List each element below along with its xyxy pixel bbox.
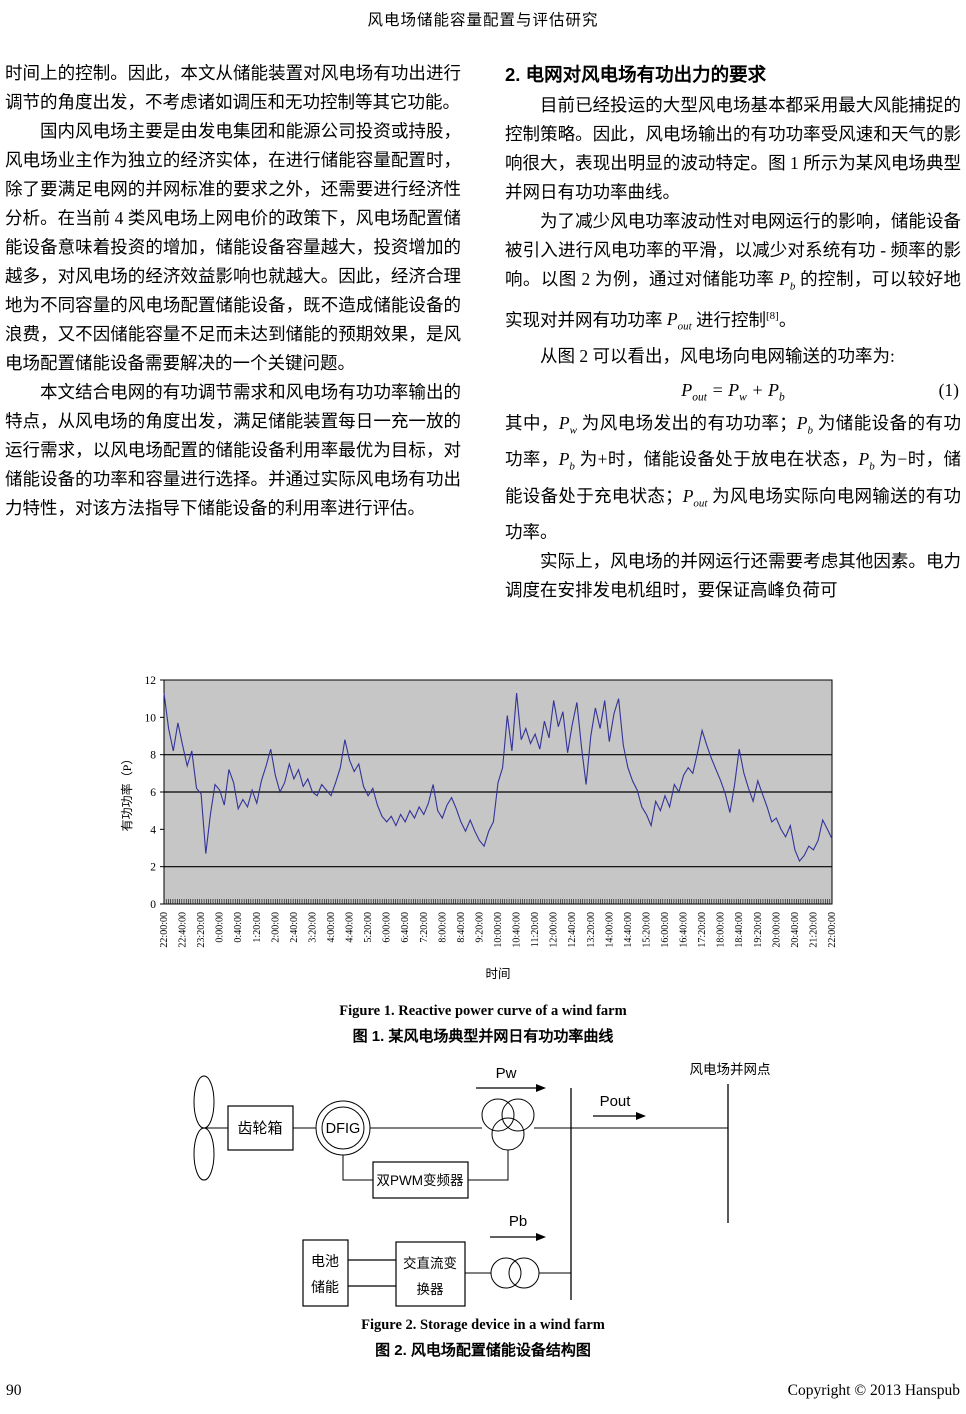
x-tick-label: 8:40:00 [456, 912, 467, 943]
y-tick-label: 6 [150, 787, 156, 799]
y-tick-label: 4 [150, 824, 156, 836]
x-tick-label: 14:40:00 [623, 912, 634, 948]
x-tick-label: 7:20:00 [419, 912, 430, 943]
x-tick-label: 13:20:00 [586, 912, 597, 948]
paragraph: 国内风电场主要是由发电集团和能源公司投资或持股，风电场业主作为独立的经济实体，在… [5, 121, 461, 373]
x-tick-label: 17:20:00 [697, 912, 708, 948]
pw-arrow-icon [476, 1084, 546, 1092]
x-tick-label: 4:40:00 [345, 912, 356, 943]
page-number: 90 [6, 1382, 22, 1399]
paragraph: 其中，Pw 为风电场发出的有功功率；Pb 为储能设备的有功功率，Pb 为+时，储… [505, 412, 962, 543]
x-tick-label: 10:00:00 [493, 912, 504, 948]
y-tick-label: 10 [145, 712, 157, 724]
pw-label: Pw [496, 1065, 517, 1082]
x-tick-label: 5:20:00 [363, 912, 374, 943]
figure2-caption-en: Figure 2. Storage device in a wind farm [361, 1317, 605, 1333]
x-tick-label: 18:40:00 [734, 912, 745, 948]
x-tick-label: 0:00:00 [215, 912, 226, 943]
power-curve-line [163, 693, 833, 863]
x-tick-label: 20:00:00 [771, 912, 782, 948]
pout-arrow-icon [593, 1112, 646, 1120]
x-tick-label: 23:20:00 [196, 912, 207, 948]
x-tick-label: 22:00:00 [827, 912, 838, 948]
y-tick-label: 8 [150, 750, 156, 762]
x-tick-label: 10:40:00 [512, 912, 523, 948]
x-tick-label: 15:20:00 [641, 912, 652, 948]
equation-body: Pout = Pw + Pb [681, 379, 785, 404]
equation-number: (1) [938, 379, 959, 400]
x-tick-label: 20:40:00 [790, 912, 801, 948]
paragraph: 从图 2 可以看出，风电场向电网输送的功率为: [540, 345, 895, 366]
connector [342, 1155, 373, 1181]
x-tick-label: 2:40:00 [289, 912, 300, 943]
dfig-label: DFIG [326, 1121, 361, 1137]
pb-label: Pb [509, 1213, 527, 1230]
paragraph: 为了减少风电功率波动性对电网运行的影响，储能设备被引入进行风电功率的平滑，以减少… [505, 211, 962, 333]
battery-box [302, 1239, 349, 1307]
x-axis-title: 时间 [485, 967, 510, 981]
gearbox-label: 齿轮箱 [237, 1120, 282, 1137]
x-tick-label: 12:40:00 [567, 912, 578, 948]
x-tick-label: 18:00:00 [716, 912, 727, 948]
x-tick-label: 4:00:00 [326, 912, 337, 943]
grid-point-label: 风电场并网点 [690, 1062, 771, 1077]
x-tick-label: 21:20:00 [808, 912, 819, 948]
pwm-converter-label: 双PWM变频器 [377, 1173, 464, 1188]
figure1-caption-en: Figure 1. Reactive power curve of a wind… [339, 1003, 627, 1019]
x-tick-label: 22:40:00 [178, 912, 189, 948]
figure2-block: 齿轮箱 DFIG Pw [0, 1058, 966, 1360]
x-tick-label: 11:20:00 [530, 912, 541, 947]
x-tick-label: 6:00:00 [382, 912, 393, 943]
paragraph: 实际上，风电场的并网运行还需要考虑其他因素。电力调度在安排发电机组时，要保证高峰… [505, 551, 961, 601]
x-tick-label: 16:00:00 [660, 912, 671, 948]
equation-1: Pout = Pw + Pb (1) [505, 371, 961, 409]
pout-label: Pout [600, 1093, 632, 1110]
section-title: 2. 电网对风电场有功出力的要求 [505, 64, 767, 85]
figure1-block: 0 2 4 6 8 10 12 22:00:00 22:40:00 23:20:00 0:00:00… [0, 672, 966, 1046]
paragraph: 目前已经投运的大型风电场基本都采用最大风能捕捉的控制策略。因此，风电场输出的有功… [505, 95, 961, 202]
x-tick-label: 0:40:00 [233, 912, 244, 943]
y-tick-label: 2 [150, 862, 156, 874]
x-tick-label: 14:00:00 [604, 912, 615, 948]
page-header-title: 风电场储能容量配置与评估研究 [367, 12, 599, 29]
acdc-label-line2: 换器 [417, 1282, 444, 1297]
connector [468, 1150, 509, 1181]
figure2-caption-zh: 图 2. 风电场配置储能设备结构图 [375, 1342, 591, 1359]
y-tick-label: 0 [150, 899, 156, 911]
paragraph: 本文结合电网的有功调节需求和风电场有功功率输出的特点，从风电场的角度出发，满足储… [5, 382, 461, 518]
acdc-label-line1: 交直流变 [403, 1255, 457, 1271]
pb-arrow-icon [490, 1233, 546, 1241]
x-tick-label: 16:40:00 [679, 912, 690, 948]
x-tick-label: 22:00:00 [159, 912, 170, 948]
x-tick-label: 12:00:00 [549, 912, 560, 948]
x-tick-label: 3:20:00 [307, 912, 318, 943]
copyright-notice: Copyright © 2013 Hanspub [787, 1382, 960, 1399]
x-tick-label: 2:00:00 [270, 912, 281, 943]
left-column: 时间上的控制。因此，本文从储能装置对风电场有功出进行调节的角度出发，不考虑诸如调… [5, 59, 461, 523]
y-tick-label: 12 [145, 675, 157, 687]
x-tick-label: 8:00:00 [437, 912, 448, 943]
x-tick-label: 19:20:00 [753, 912, 764, 948]
page-footer: 90 Copyright © 2013 Hanspub [6, 1382, 960, 1400]
storage-transformer-icon [490, 1257, 540, 1289]
figure1-chart: 0 2 4 6 8 10 12 22:00:00 22:40:00 23:20:00 0:00:00… [119, 675, 838, 981]
y-axis-title: 有功功率（P） [119, 753, 134, 832]
battery-label-line1: 电池 [311, 1253, 339, 1269]
paragraph: 时间上的控制。因此，本文从储能装置对风电场有功出进行调节的角度出发，不考虑诸如调… [5, 63, 461, 112]
battery-label-line2: 储能 [311, 1279, 339, 1295]
acdc-converter-box [395, 1241, 466, 1307]
x-tick-label: 6:40:00 [400, 912, 411, 943]
figure2-diagram: 齿轮箱 DFIG Pw [193, 1062, 771, 1307]
x-tick-label: 9:20:00 [474, 912, 485, 943]
right-column: 2. 电网对风电场有功出力的要求 目前已经投运的大型风电场基本都采用最大风能捕捉… [505, 59, 961, 605]
x-tick-label: 1:20:00 [252, 912, 263, 943]
figure1-caption-zh: 图 1. 某风电场典型并网日有功功率曲线 [352, 1028, 614, 1045]
main-transformer-icon [481, 1098, 535, 1151]
